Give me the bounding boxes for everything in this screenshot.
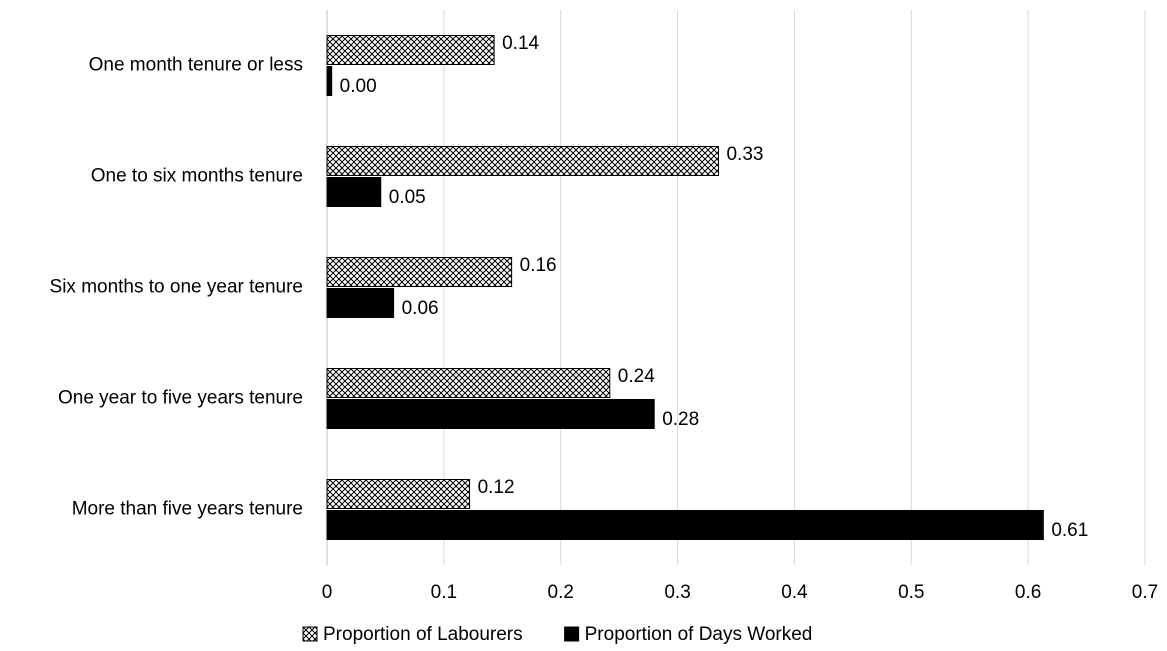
bar [326, 399, 655, 429]
x-tick-label: 0.7 [1132, 582, 1158, 603]
value-label: 0.61 [1051, 520, 1088, 541]
legend-label: Proportion of Labourers [323, 624, 523, 645]
value-label: 0.06 [402, 298, 439, 319]
x-tick-label: 0.6 [1015, 582, 1041, 603]
legend-swatch [302, 626, 318, 642]
bar [326, 177, 382, 207]
value-label: 0.12 [478, 477, 515, 498]
x-tick-label: 0 [322, 582, 333, 603]
value-label: 0.16 [520, 255, 557, 276]
x-tick-label: 0.3 [664, 582, 690, 603]
value-label: 0.24 [618, 366, 655, 387]
legend-label: Proportion of Days Worked [585, 624, 813, 645]
y-tick-label: More than five years tenure [72, 499, 303, 520]
value-label: 0.33 [726, 144, 763, 165]
value-label: 0.28 [662, 409, 699, 430]
bar [326, 66, 333, 96]
y-tick-label: One to six months tenure [91, 166, 303, 187]
value-label: 0.14 [502, 33, 539, 54]
bar [326, 288, 395, 318]
value-label: 0.05 [389, 187, 426, 208]
x-tick-label: 0.4 [781, 582, 808, 603]
bar [326, 146, 719, 176]
bar [326, 479, 471, 509]
legend-swatch [564, 626, 580, 642]
y-tick-label: One month tenure or less [89, 55, 303, 76]
x-tick-label: 0.5 [898, 582, 924, 603]
value-label: 0.00 [340, 76, 377, 97]
x-tick-label: 0.2 [548, 582, 574, 603]
bar [326, 510, 1044, 540]
x-tick-label: 0.1 [431, 582, 457, 603]
y-tick-label: Six months to one year tenure [50, 277, 303, 298]
bar [326, 368, 611, 398]
bar [326, 257, 513, 287]
y-tick-label: One year to five years tenure [58, 388, 303, 409]
bar [326, 35, 495, 65]
